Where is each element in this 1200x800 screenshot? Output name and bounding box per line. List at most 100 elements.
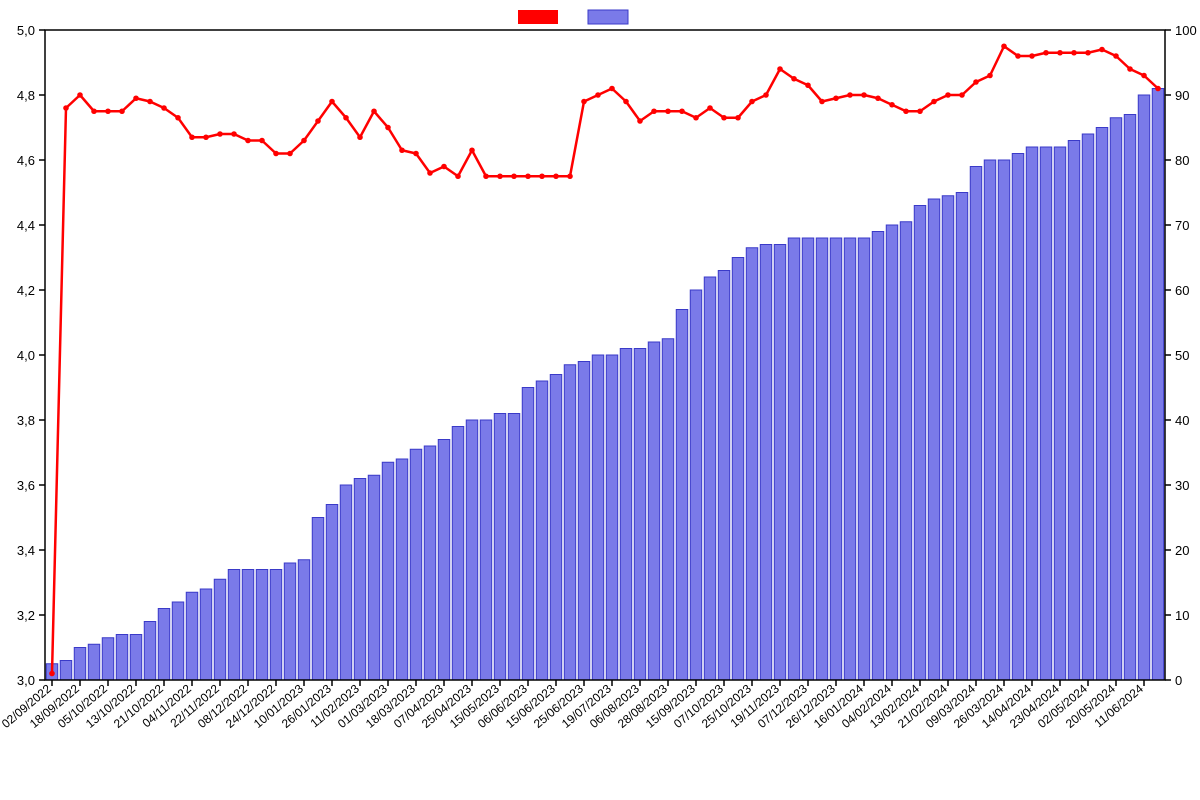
line-marker: [231, 131, 237, 137]
y-right-label: 20: [1175, 543, 1189, 558]
bar: [186, 592, 197, 680]
bar: [1026, 147, 1037, 680]
y-right-label: 10: [1175, 608, 1189, 623]
bar: [88, 644, 99, 680]
y-left-label: 3,4: [17, 543, 35, 558]
line-marker: [133, 95, 139, 101]
y-right-label: 80: [1175, 153, 1189, 168]
y-right-label: 30: [1175, 478, 1189, 493]
bar: [228, 570, 239, 681]
line-marker: [273, 151, 279, 157]
bar: [1096, 128, 1107, 681]
bar: [144, 622, 155, 681]
line-marker: [371, 108, 377, 114]
bar: [760, 245, 771, 681]
line-marker: [819, 99, 825, 105]
legend-line-swatch: [518, 10, 558, 24]
bar: [130, 635, 141, 681]
bar: [914, 206, 925, 681]
y-left-label: 4,0: [17, 348, 35, 363]
bar: [172, 602, 183, 680]
y-right-label: 0: [1175, 673, 1182, 688]
line-marker: [889, 102, 895, 108]
bar: [844, 238, 855, 680]
bar: [1110, 118, 1121, 680]
y-left-label: 3,6: [17, 478, 35, 493]
bar: [522, 388, 533, 681]
bar: [340, 485, 351, 680]
bar: [900, 222, 911, 680]
y-left-label: 4,8: [17, 88, 35, 103]
line-marker: [161, 105, 167, 111]
line-marker: [1127, 66, 1133, 72]
y-left-label: 5,0: [17, 23, 35, 38]
bar: [1054, 147, 1065, 680]
bar: [550, 375, 561, 681]
line-marker: [749, 99, 755, 105]
line-marker: [301, 138, 307, 144]
line-marker: [721, 115, 727, 121]
line-marker: [903, 108, 909, 114]
bar: [718, 271, 729, 681]
bar: [886, 225, 897, 680]
line-marker: [1085, 50, 1091, 56]
line-marker: [91, 108, 97, 114]
line-marker: [553, 173, 559, 179]
bar: [60, 661, 71, 681]
y-right-label: 100: [1175, 23, 1197, 38]
bar: [1082, 134, 1093, 680]
bar: [284, 563, 295, 680]
line-marker: [777, 66, 783, 72]
line-marker: [245, 138, 251, 144]
line-marker: [483, 173, 489, 179]
line-marker: [595, 92, 601, 98]
line-marker: [847, 92, 853, 98]
bar: [774, 245, 785, 681]
line-marker: [525, 173, 531, 179]
line-marker: [217, 131, 223, 137]
bar: [326, 505, 337, 681]
y-right-label: 70: [1175, 218, 1189, 233]
line-marker: [343, 115, 349, 121]
line-marker: [455, 173, 461, 179]
y-right-label: 90: [1175, 88, 1189, 103]
bar: [312, 518, 323, 681]
line-marker: [567, 173, 573, 179]
line-marker: [1029, 53, 1035, 59]
line-marker: [973, 79, 979, 85]
line-marker: [833, 95, 839, 101]
bar: [564, 365, 575, 680]
bar: [620, 349, 631, 681]
line-marker: [987, 73, 993, 79]
line-marker: [63, 105, 69, 111]
line-marker: [1043, 50, 1049, 56]
bar: [578, 362, 589, 681]
line-marker: [399, 147, 405, 153]
bar: [732, 258, 743, 681]
bar: [74, 648, 85, 681]
line-marker: [791, 76, 797, 82]
bar: [928, 199, 939, 680]
bar: [802, 238, 813, 680]
bar: [382, 462, 393, 680]
line-marker: [49, 671, 55, 677]
bar: [424, 446, 435, 680]
bar: [214, 579, 225, 680]
chart-container: 3,03,23,43,63,84,04,24,44,64,85,00102030…: [0, 0, 1200, 800]
bar: [816, 238, 827, 680]
line-marker: [357, 134, 363, 140]
plot-frame: [45, 30, 1165, 680]
line-marker: [861, 92, 867, 98]
bar: [872, 232, 883, 681]
bar: [256, 570, 267, 681]
y-left-label: 4,6: [17, 153, 35, 168]
line-marker: [693, 115, 699, 121]
line-marker: [315, 118, 321, 124]
line-marker: [77, 92, 83, 98]
legend-bar-swatch: [588, 10, 628, 24]
line-marker: [917, 108, 923, 114]
line-marker: [959, 92, 965, 98]
bar: [634, 349, 645, 681]
bar: [942, 196, 953, 680]
line-marker: [1071, 50, 1077, 56]
